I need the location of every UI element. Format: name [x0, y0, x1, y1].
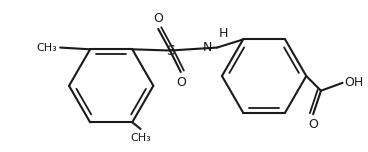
Text: CH₃: CH₃	[130, 133, 151, 143]
Text: N: N	[203, 41, 212, 54]
Text: S: S	[166, 43, 174, 57]
Text: H: H	[219, 27, 229, 40]
Text: CH₃: CH₃	[36, 43, 57, 53]
Text: O: O	[176, 76, 186, 89]
Text: O: O	[153, 12, 163, 25]
Text: O: O	[308, 118, 318, 131]
Text: OH: OH	[344, 76, 364, 89]
